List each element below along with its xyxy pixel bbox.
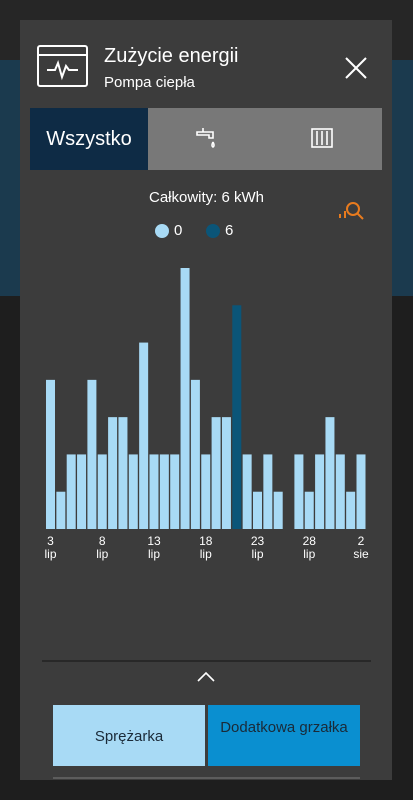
bar <box>346 491 356 529</box>
bar <box>273 491 283 529</box>
tab-water[interactable] <box>196 128 215 148</box>
bar <box>180 268 190 529</box>
button-label[interactable]: Dodatkowa grzałka <box>220 719 348 736</box>
x-tick-label: 2 sie <box>353 534 369 561</box>
legend-label: 0 <box>174 222 183 239</box>
bar <box>139 342 149 529</box>
compressor-button[interactable] <box>53 705 205 766</box>
bar <box>263 454 273 529</box>
x-tick-label: 8 lip <box>96 534 109 561</box>
bar <box>294 454 304 529</box>
button-label[interactable]: Sprężarka <box>94 728 164 745</box>
close-button[interactable] <box>345 57 367 79</box>
tab-label[interactable]: Wszystko <box>46 128 132 150</box>
legend-swatch <box>155 224 169 238</box>
bar <box>159 454 169 529</box>
bar <box>335 454 345 529</box>
bar <box>242 454 252 529</box>
bar <box>97 454 107 529</box>
bar <box>232 305 242 529</box>
bar <box>190 379 200 529</box>
bar <box>118 417 128 529</box>
heater-button[interactable] <box>208 705 360 766</box>
total-label: Całkowity: 6 kWh <box>148 189 265 206</box>
bar <box>221 417 231 529</box>
bar <box>77 454 87 529</box>
analysis-icon[interactable] <box>339 202 364 220</box>
bar <box>201 454 211 529</box>
bar <box>128 454 138 529</box>
bar <box>87 379 97 529</box>
bar <box>315 454 325 529</box>
x-tick-label: 13 lip <box>147 534 161 561</box>
bar <box>253 491 262 529</box>
title: Zużycie energii <box>104 45 239 67</box>
bar <box>170 454 180 529</box>
x-tick-label: 18 lip <box>199 534 213 561</box>
bar <box>108 417 118 529</box>
subtitle: Pompa ciepła <box>104 74 195 91</box>
x-tick-label: 28 lip <box>302 534 316 561</box>
bar <box>56 491 66 529</box>
bar <box>304 491 314 529</box>
bar <box>211 417 221 529</box>
bar <box>149 454 159 529</box>
bar <box>356 454 366 529</box>
x-tick-label: 23 lip <box>250 534 265 561</box>
bar <box>66 454 76 529</box>
tab-heating[interactable] <box>311 128 333 148</box>
bar <box>325 417 335 529</box>
energy-icon <box>37 45 88 87</box>
tab-all[interactable] <box>30 108 148 170</box>
legend-label: 6 <box>225 222 234 239</box>
legend-swatch <box>206 224 220 238</box>
bar <box>46 379 55 529</box>
collapse-chevron[interactable] <box>197 671 215 682</box>
x-tick-label: 3 lip <box>44 534 57 561</box>
